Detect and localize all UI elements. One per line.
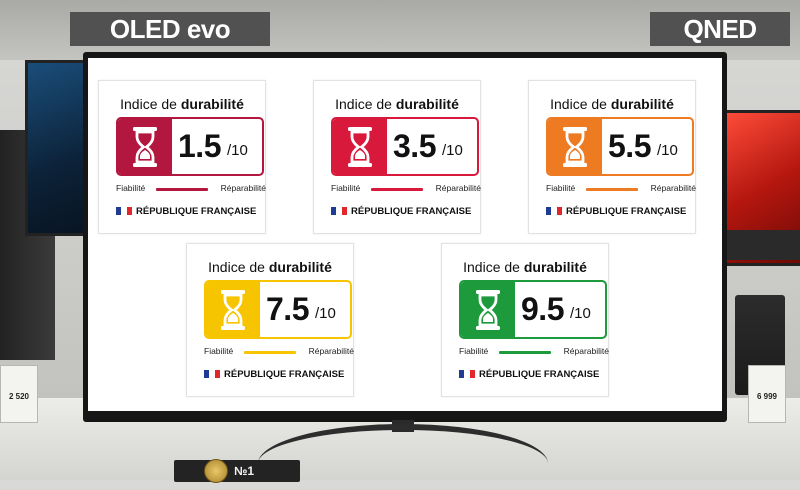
hourglass-panel [206,282,260,337]
score-value: 5.5 [608,128,651,164]
score-value-area: 5.5 /10 [608,119,678,174]
hourglass-icon [221,289,245,330]
label-legend: Fiabilité Réparabilité [116,183,266,195]
label-title: Indice de durabilité [529,96,695,112]
score-value: 1.5 [178,128,221,164]
republique-francaise-text: RÉPUBLIQUE FRANÇAISE [136,205,257,217]
legend-reparabilite: Réparabilité [435,183,481,193]
score-box: 1.5 /10 [116,117,264,176]
republique-francaise-text: RÉPUBLIQUE FRANÇAISE [351,205,472,217]
hourglass-icon [348,126,372,167]
label-legend: Fiabilité Réparabilité [459,346,609,358]
score-value: 3.5 [393,128,436,164]
durability-label-card: Indice de durabilité 7.5 /10 Fiabilité R… [186,243,354,397]
score-value-area: 1.5 /10 [178,119,248,174]
legend-fiabilite: Fiabilité [459,346,489,356]
score-scale: /10 [441,142,463,159]
label-title-bold: durabilité [610,96,674,112]
legend-reparabilite: Réparabilité [220,183,266,193]
label-title-bold: durabilité [268,259,332,275]
hourglass-panel [118,119,172,174]
legend-fiabilite: Fiabilité [546,183,576,193]
label-legend: Fiabilité Réparabilité [331,183,481,195]
legend-line [586,188,638,191]
legend-line [244,351,296,354]
republique-francaise-text: RÉPUBLIQUE FRANÇAISE [566,205,687,217]
tv-stand-foot [258,424,548,490]
legend-reparabilite: Réparabilité [650,183,696,193]
durability-label-card: Indice de durabilité 1.5 /10 Fiabilité R… [98,80,266,234]
french-flag-icon [459,370,475,378]
republique-francaise: RÉPUBLIQUE FRANÇAISE [204,368,354,380]
score-box: 5.5 /10 [546,117,694,176]
republique-francaise: RÉPUBLIQUE FRANÇAISE [459,368,609,380]
republique-francaise-text: RÉPUBLIQUE FRANÇAISE [479,368,600,380]
hourglass-icon [563,126,587,167]
french-flag-icon [116,207,132,215]
republique-francaise-text: RÉPUBLIQUE FRANÇAISE [224,368,345,380]
label-title-prefix: Indice de [463,259,524,275]
price-left-value: 2 520 [8,392,30,401]
score-scale: /10 [314,305,336,322]
durability-label-card: Indice de durabilité 3.5 /10 Fiabilité R… [313,80,481,234]
price-tag-left: 2 520 [0,365,38,423]
legend-fiabilite: Fiabilité [116,183,146,193]
label-title-bold: durabilité [523,259,587,275]
label-legend: Fiabilité Réparabilité [546,183,696,195]
hourglass-icon [133,126,157,167]
legend-fiabilite: Fiabilité [331,183,361,193]
score-scale: /10 [226,142,248,159]
french-flag-icon [331,207,347,215]
legend-fiabilite: Fiabilité [204,346,234,356]
score-box: 3.5 /10 [331,117,479,176]
hourglass-panel [548,119,602,174]
label-title-bold: durabilité [180,96,244,112]
label-title: Indice de durabilité [187,259,353,275]
score-box: 9.5 /10 [459,280,607,339]
durability-label-card: Indice de durabilité 5.5 /10 Fiabilité R… [528,80,696,234]
legend-reparabilite: Réparabilité [308,346,354,356]
score-scale: /10 [656,142,678,159]
score-box: 7.5 /10 [204,280,352,339]
price-right-value: 6 999 [756,392,778,401]
background-tv-right-base [720,230,800,260]
legend-line [156,188,208,191]
durability-label-card: Indice de durabilité 9.5 /10 Fiabilité R… [441,243,609,397]
medal-icon [204,459,228,483]
hourglass-panel [461,282,515,337]
legend-line [499,351,551,354]
score-scale: /10 [569,305,591,322]
oled-evo-sign: OLED evo [70,12,270,46]
score-value: 9.5 [521,291,564,327]
score-value-area: 9.5 /10 [521,282,591,337]
qned-sign: QNED [650,12,790,46]
republique-francaise: RÉPUBLIQUE FRANÇAISE [116,205,266,217]
score-value: 7.5 [266,291,309,327]
label-title: Indice de durabilité [99,96,265,112]
score-value-area: 3.5 /10 [393,119,463,174]
label-title: Indice de durabilité [442,259,608,275]
hourglass-panel [333,119,387,174]
republique-francaise: RÉPUBLIQUE FRANÇAISE [331,205,481,217]
label-title-bold: durabilité [395,96,459,112]
score-value-area: 7.5 /10 [266,282,336,337]
legend-reparabilite: Réparabilité [563,346,609,356]
label-title-prefix: Indice de [335,96,396,112]
label-title-prefix: Indice de [550,96,611,112]
french-flag-icon [204,370,220,378]
label-legend: Fiabilité Réparabilité [204,346,354,358]
label-title-prefix: Indice de [120,96,181,112]
background-tv-left [25,60,91,236]
award-badge-text: №1 [234,464,255,478]
republique-francaise: RÉPUBLIQUE FRANÇAISE [546,205,696,217]
label-title-prefix: Indice de [208,259,269,275]
hourglass-icon [476,289,500,330]
label-title: Indice de durabilité [314,96,480,112]
award-badge-stand: №1 [174,459,300,483]
legend-line [371,188,423,191]
price-tag-right: 6 999 [748,365,786,423]
french-flag-icon [546,207,562,215]
